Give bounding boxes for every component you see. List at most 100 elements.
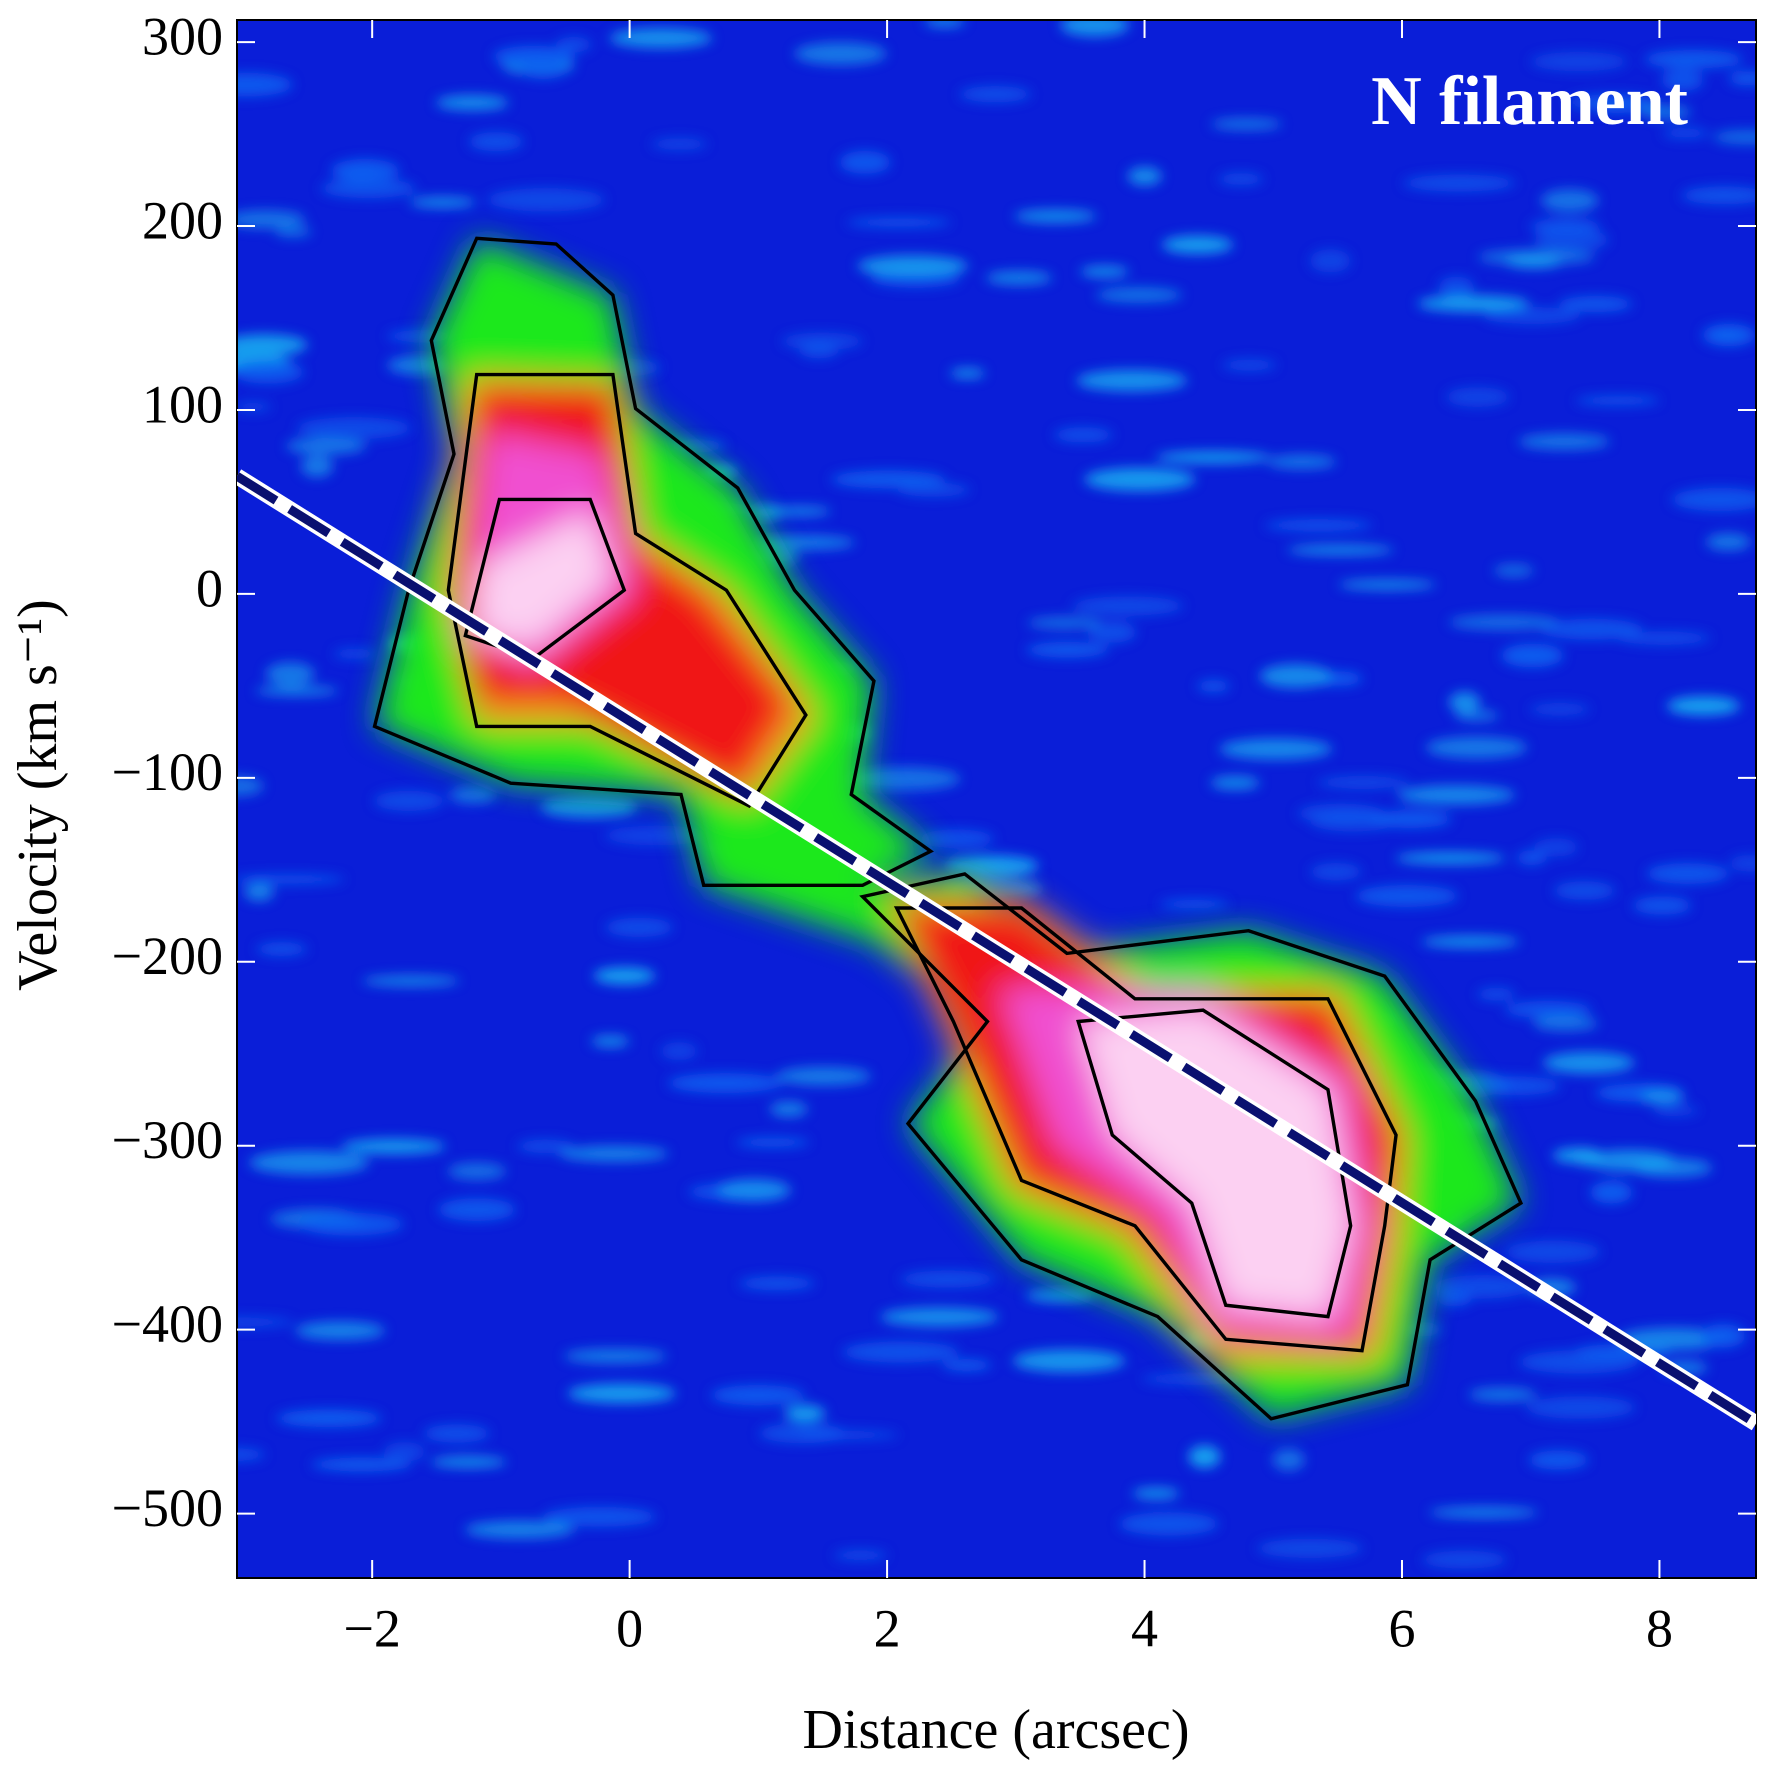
noise-streak <box>1559 295 1633 313</box>
noise-streak <box>738 1276 816 1291</box>
noise-streak <box>285 437 367 455</box>
noise-streak <box>543 1506 657 1527</box>
noise-streak <box>1218 172 1264 186</box>
noise-streak <box>1338 579 1436 590</box>
noise-streak <box>1617 631 1712 645</box>
noise-streak <box>1575 395 1660 406</box>
noise-streak <box>794 42 887 65</box>
noise-streak <box>1469 1076 1561 1096</box>
noise-streak <box>1454 710 1500 721</box>
noise-streak <box>492 45 575 68</box>
plot-frame <box>236 19 1757 1579</box>
noise-streak <box>255 685 339 696</box>
noise-streak <box>735 1137 810 1148</box>
noise-streak <box>1728 854 1756 872</box>
noise-streak <box>710 1385 805 1406</box>
noise-streak <box>256 942 308 956</box>
noise-streak <box>1493 564 1534 577</box>
noise-streak <box>237 360 304 384</box>
noise-streak <box>660 1042 698 1061</box>
emission <box>372 236 1524 1421</box>
noise-streak <box>563 1348 668 1364</box>
x-tick-label: 2 <box>874 1598 901 1658</box>
noise-streak <box>1534 228 1609 251</box>
noise-streak <box>1316 775 1409 790</box>
noise-streak <box>567 1383 676 1404</box>
noise-streak <box>1272 1448 1305 1471</box>
noise-streak <box>1287 544 1395 556</box>
noise-streak <box>1425 736 1528 759</box>
noise-streak <box>1080 265 1129 278</box>
noise-streak <box>605 917 674 938</box>
noise-streak <box>1397 785 1516 805</box>
noise-streak <box>556 36 592 53</box>
noise-streak <box>784 1404 826 1422</box>
noise-streak <box>1445 387 1510 407</box>
x-tick-label: −2 <box>343 1598 400 1658</box>
noise-streak <box>1585 1149 1675 1172</box>
noise-streak <box>1501 643 1564 668</box>
noise-streak <box>1525 1396 1636 1419</box>
noise-streak <box>758 1423 846 1444</box>
noise-streak <box>1355 884 1459 907</box>
noise-streak <box>842 1341 959 1363</box>
noise-streak <box>540 796 638 819</box>
y-tick-label: 0 <box>196 558 223 618</box>
noise-streak <box>373 790 444 812</box>
noise-streak <box>276 1409 382 1428</box>
noise-streak <box>1702 323 1756 347</box>
noise-streak <box>1662 127 1709 139</box>
noise-streak <box>1505 1240 1601 1264</box>
noise-streak <box>1533 838 1579 857</box>
noise-streak <box>651 137 708 151</box>
noise-streak <box>769 1101 808 1118</box>
noise-streak <box>1161 235 1234 254</box>
noise-streak <box>237 874 345 885</box>
noise-streak <box>1087 621 1137 643</box>
noise-streak <box>985 270 1053 285</box>
noise-streak <box>1267 454 1337 470</box>
noise-streak <box>559 1145 669 1162</box>
noise-streak <box>516 1139 574 1153</box>
noise-streak <box>1436 1290 1472 1307</box>
fit-line <box>237 472 1756 1428</box>
noise-streak <box>1706 533 1751 551</box>
noise-streak <box>1196 679 1230 693</box>
noise-streak <box>438 1198 516 1222</box>
noise-streak <box>924 20 966 28</box>
x-tick-label: 6 <box>1388 1598 1415 1658</box>
noise-streak <box>950 367 986 379</box>
noise-streak <box>237 72 293 97</box>
noise-streak <box>839 150 891 174</box>
noise-streak <box>1617 1327 1728 1351</box>
noise-streak <box>1155 451 1271 464</box>
y-tick-label: −300 <box>112 1110 223 1170</box>
noise-streak <box>333 648 377 660</box>
noise-streak <box>486 187 605 212</box>
noise-streak <box>274 226 312 238</box>
noise-streak <box>1671 487 1756 512</box>
noise-streak <box>1084 467 1196 492</box>
noise-streak <box>1159 898 1229 910</box>
noise-streak <box>1573 1148 1604 1167</box>
noise-streak <box>1119 1512 1219 1536</box>
noise-streak <box>409 197 476 208</box>
noise-streak <box>944 855 1039 877</box>
noise-streak <box>1646 863 1730 884</box>
noise-streak <box>717 1178 792 1202</box>
noise-streak <box>1422 1550 1507 1569</box>
noise-streak <box>1518 433 1611 450</box>
noise-streak <box>237 1316 294 1328</box>
noise-streak <box>1297 803 1385 824</box>
noise-streak <box>846 217 952 228</box>
noise-streak <box>1132 1487 1180 1500</box>
noise-streak <box>1310 863 1362 881</box>
noise-streak <box>1210 775 1260 790</box>
y-axis-title: Velocity (km s⁻¹) <box>7 599 69 991</box>
noise-streak <box>857 255 969 277</box>
noise-streak <box>265 662 315 686</box>
noise-streak <box>1666 696 1741 716</box>
noise-streak <box>320 178 416 199</box>
noise-streak <box>1728 71 1756 86</box>
noise-streak <box>1640 1089 1684 1105</box>
